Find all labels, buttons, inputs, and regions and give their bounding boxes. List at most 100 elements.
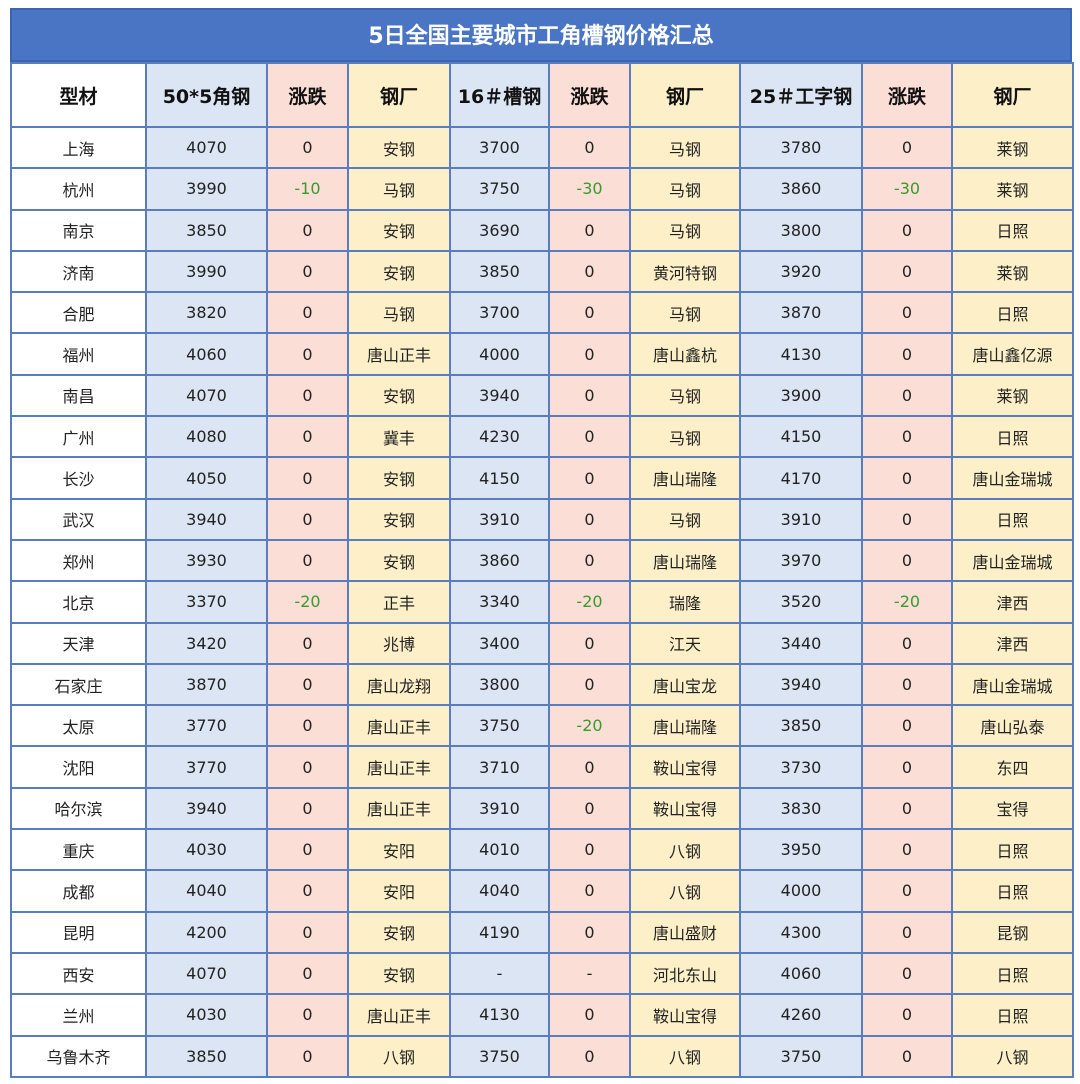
ibeam-mill-cell: 唐山金瑞城 — [951, 662, 1074, 707]
ibeam-change-cell: 0 — [861, 910, 953, 954]
ibeam-mill-cell: 莱钢 — [951, 167, 1074, 211]
angle-change-cell: 0 — [266, 621, 349, 665]
angle-mill-cell: 正丰 — [347, 580, 451, 624]
table-header: 型材 50*5角钢 涨跌 钢厂 16＃槽钢 涨跌 钢厂 25＃工字钢 涨跌 钢厂 — [10, 62, 1074, 128]
channel-price-cell: 3750 — [449, 1034, 550, 1078]
channel-change-cell: 0 — [548, 745, 631, 789]
channel-change-cell: 0 — [548, 621, 631, 665]
angle-mill-cell: 马钢 — [347, 167, 451, 211]
angle-price-cell: 3420 — [145, 621, 268, 665]
ibeam-price-cell: 3850 — [739, 704, 863, 748]
ibeam-price-cell: 4150 — [739, 415, 863, 459]
table-row: 武汉 3940 0 安钢 3910 0 马钢 3910 0 日照 — [10, 497, 1074, 541]
channel-price-cell: 3340 — [449, 580, 550, 624]
city-cell: 杭州 — [10, 167, 147, 211]
header-change: 涨跌 — [548, 62, 631, 128]
channel-mill-cell: 八钢 — [629, 1034, 741, 1078]
ibeam-price-cell: 3900 — [739, 373, 863, 418]
ibeam-price-cell: 3970 — [739, 538, 863, 583]
angle-price-cell: 4060 — [145, 332, 268, 376]
channel-change-cell: 0 — [548, 910, 631, 954]
table-body: 上海 4070 0 安钢 3700 0 马钢 3780 0 莱钢 杭州 3990 -10 马钢 3750 -3… — [10, 125, 1074, 1078]
ibeam-change-cell: 0 — [861, 456, 953, 500]
ibeam-change-cell: 0 — [861, 662, 953, 707]
ibeam-mill-cell: 宝得 — [951, 786, 1074, 831]
channel-price-cell: 4040 — [449, 869, 550, 913]
ibeam-price-cell: 3750 — [739, 1034, 863, 1078]
table-row: 成都 4040 0 安阳 4040 0 八钢 4000 0 日照 — [10, 869, 1074, 913]
angle-price-cell: 3990 — [145, 167, 268, 211]
channel-mill-cell: 八钢 — [629, 828, 741, 872]
table-row: 合肥 3820 0 马钢 3700 0 马钢 3870 0 日照 — [10, 291, 1074, 335]
ibeam-mill-cell: 莱钢 — [951, 373, 1074, 418]
ibeam-mill-cell: 唐山金瑞城 — [951, 538, 1074, 583]
ibeam-mill-cell: 日照 — [951, 828, 1074, 872]
angle-mill-cell: 安阳 — [347, 869, 451, 913]
channel-mill-cell: 马钢 — [629, 415, 741, 459]
ibeam-mill-cell: 日照 — [951, 869, 1074, 913]
city-cell: 上海 — [10, 125, 147, 170]
angle-change-cell: 0 — [266, 497, 349, 541]
ibeam-mill-cell: 日照 — [951, 415, 1074, 459]
ibeam-change-cell: -20 — [861, 580, 953, 624]
ibeam-change-cell: 0 — [861, 704, 953, 748]
price-table: 型材 50*5角钢 涨跌 钢厂 16＃槽钢 涨跌 钢厂 25＃工字钢 涨跌 钢厂… — [10, 62, 1074, 1078]
channel-price-cell: 4000 — [449, 332, 550, 376]
ibeam-change-cell: -30 — [861, 167, 953, 211]
table-row: 天津 3420 0 兆博 3400 0 江天 3440 0 津西 — [10, 621, 1074, 665]
ibeam-price-cell: 3950 — [739, 828, 863, 872]
header-change: 涨跌 — [861, 62, 953, 128]
channel-mill-cell: 马钢 — [629, 497, 741, 541]
ibeam-mill-cell: 津西 — [951, 621, 1074, 665]
channel-change-cell: 0 — [548, 373, 631, 418]
channel-change-cell: 0 — [548, 662, 631, 707]
ibeam-mill-cell: 东四 — [951, 745, 1074, 789]
angle-mill-cell: 唐山正丰 — [347, 786, 451, 831]
channel-mill-cell: 瑞隆 — [629, 580, 741, 624]
angle-price-cell: 4050 — [145, 456, 268, 500]
angle-price-cell: 3870 — [145, 662, 268, 707]
angle-mill-cell: 安钢 — [347, 373, 451, 418]
channel-price-cell: 3700 — [449, 291, 550, 335]
ibeam-price-cell: 3440 — [739, 621, 863, 665]
header-mill: 钢厂 — [951, 62, 1074, 128]
angle-price-cell: 4070 — [145, 951, 268, 996]
channel-price-cell: - — [449, 951, 550, 996]
city-cell: 济南 — [10, 249, 147, 294]
header-channel-steel: 16＃槽钢 — [449, 62, 550, 128]
channel-mill-cell: 鞍山宝得 — [629, 786, 741, 831]
ibeam-mill-cell: 日照 — [951, 497, 1074, 541]
angle-mill-cell: 安钢 — [347, 249, 451, 294]
channel-change-cell: 0 — [548, 291, 631, 335]
sheet-title: 5日全国主要城市工角槽钢价格汇总 — [10, 8, 1072, 62]
table-row: 沈阳 3770 0 唐山正丰 3710 0 鞍山宝得 3730 0 东四 — [10, 745, 1074, 789]
angle-price-cell: 3850 — [145, 208, 268, 252]
city-cell: 福州 — [10, 332, 147, 376]
ibeam-price-cell: 4170 — [739, 456, 863, 500]
ibeam-mill-cell: 日照 — [951, 951, 1074, 996]
ibeam-change-cell: 0 — [861, 125, 953, 170]
angle-change-cell: 0 — [266, 456, 349, 500]
channel-price-cell: 3940 — [449, 373, 550, 418]
ibeam-mill-cell: 莱钢 — [951, 125, 1074, 170]
angle-mill-cell: 安钢 — [347, 910, 451, 954]
angle-mill-cell: 安钢 — [347, 456, 451, 500]
channel-mill-cell: 唐山瑞隆 — [629, 456, 741, 500]
angle-price-cell: 3770 — [145, 704, 268, 748]
table-row: 广州 4080 0 冀丰 4230 0 马钢 4150 0 日照 — [10, 415, 1074, 459]
ibeam-mill-cell: 唐山鑫亿源 — [951, 332, 1074, 376]
ibeam-price-cell: 4300 — [739, 910, 863, 954]
city-cell: 兰州 — [10, 993, 147, 1037]
channel-mill-cell: 黄河特钢 — [629, 249, 741, 294]
table-row: 南京 3850 0 安钢 3690 0 马钢 3800 0 日照 — [10, 208, 1074, 252]
header-mill: 钢厂 — [629, 62, 741, 128]
channel-price-cell: 3910 — [449, 497, 550, 541]
channel-mill-cell: 鞍山宝得 — [629, 745, 741, 789]
angle-change-cell: 0 — [266, 745, 349, 789]
angle-mill-cell: 唐山正丰 — [347, 993, 451, 1037]
ibeam-change-cell: 0 — [861, 415, 953, 459]
city-cell: 合肥 — [10, 291, 147, 335]
city-cell: 石家庄 — [10, 662, 147, 707]
angle-price-cell: 3820 — [145, 291, 268, 335]
channel-price-cell: 4130 — [449, 993, 550, 1037]
